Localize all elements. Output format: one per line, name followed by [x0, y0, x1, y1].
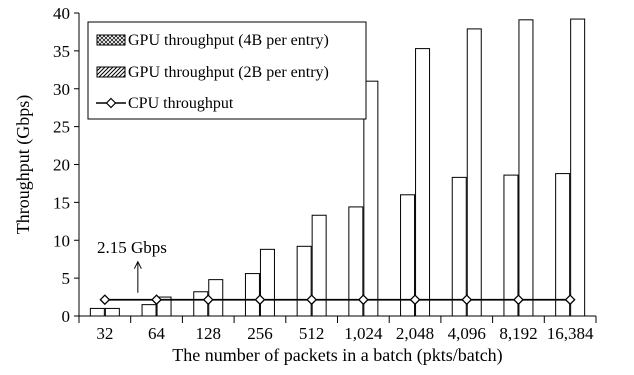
- cpu-point: [151, 294, 162, 306]
- bar-gpu-2b: [518, 19, 534, 317]
- cpu-point: [254, 294, 266, 306]
- annotation-arrowhead: [133, 260, 142, 269]
- x-tick-label: 16,384: [547, 324, 594, 343]
- legend-swatch-cpu-marker: [105, 97, 117, 109]
- bar-gpu-4b: [348, 206, 364, 317]
- legend-swatch-gpu-4b: [96, 34, 126, 46]
- bar-gpu-4b: [555, 173, 571, 317]
- bar-gpu-2b: [259, 248, 275, 317]
- y-tick-label: 10: [53, 231, 70, 250]
- cpu-point: [99, 294, 111, 306]
- y-tick-label: 15: [53, 193, 70, 212]
- cpu-point: [513, 294, 524, 306]
- bar-gpu-4b: [193, 291, 209, 317]
- cpu-point: [202, 294, 214, 306]
- bar-gpu-4b: [451, 176, 467, 317]
- bar-gpu-4b: [503, 174, 519, 317]
- legend-entry: GPU throughput (2B per entry): [128, 64, 329, 81]
- y-tick-label: 5: [62, 269, 71, 288]
- legend-swatch-gpu-2b: [96, 66, 126, 78]
- bar-gpu-2b: [363, 80, 379, 317]
- bar-gpu-2b: [415, 48, 431, 317]
- legend-entry: GPU throughput (4B per entry): [128, 32, 329, 49]
- bar-gpu-2b: [570, 18, 586, 317]
- x-tick-label: 1,024: [344, 324, 383, 343]
- legend-entry: CPU throughput: [128, 95, 234, 112]
- x-tick-label: 128: [196, 324, 222, 343]
- y-tick-label: 25: [53, 118, 70, 137]
- legend-box: [87, 21, 367, 120]
- cpu-point: [461, 294, 473, 306]
- x-tick-label: 2,048: [396, 324, 434, 343]
- bar-gpu-4b: [141, 304, 157, 317]
- x-tick-label: 4,096: [448, 324, 486, 343]
- cpu-point: [564, 294, 576, 306]
- cpu-point: [306, 294, 318, 306]
- annotation-label: 2.15 Gbps: [97, 238, 167, 257]
- y-tick-label: 40: [53, 4, 70, 23]
- bar-gpu-4b: [296, 245, 312, 317]
- x-axis-title: The number of packets in a batch (pkts/b…: [172, 345, 502, 366]
- x-tick-label: 64: [148, 324, 166, 343]
- bar-gpu-4b: [400, 194, 416, 317]
- y-tick-label: 0: [62, 307, 71, 326]
- bar-gpu-2b: [311, 214, 327, 317]
- y-axis-title: Throughput (Gbps): [13, 95, 34, 234]
- bar-gpu-2b: [104, 307, 120, 317]
- x-tick-label: 32: [96, 324, 113, 343]
- bar-gpu-2b: [156, 296, 172, 317]
- x-tick-label: 8,192: [499, 324, 537, 343]
- bar-gpu-4b: [89, 307, 105, 317]
- x-tick-label: 256: [247, 324, 273, 343]
- x-tick-label: 512: [299, 324, 325, 343]
- y-tick-label: 30: [53, 80, 70, 99]
- bar-gpu-2b: [466, 28, 482, 317]
- y-tick-label: 20: [53, 156, 70, 175]
- cpu-point: [409, 294, 421, 306]
- bar-gpu-4b: [244, 273, 260, 317]
- cpu-point: [357, 294, 369, 306]
- y-tick-label: 35: [53, 42, 70, 61]
